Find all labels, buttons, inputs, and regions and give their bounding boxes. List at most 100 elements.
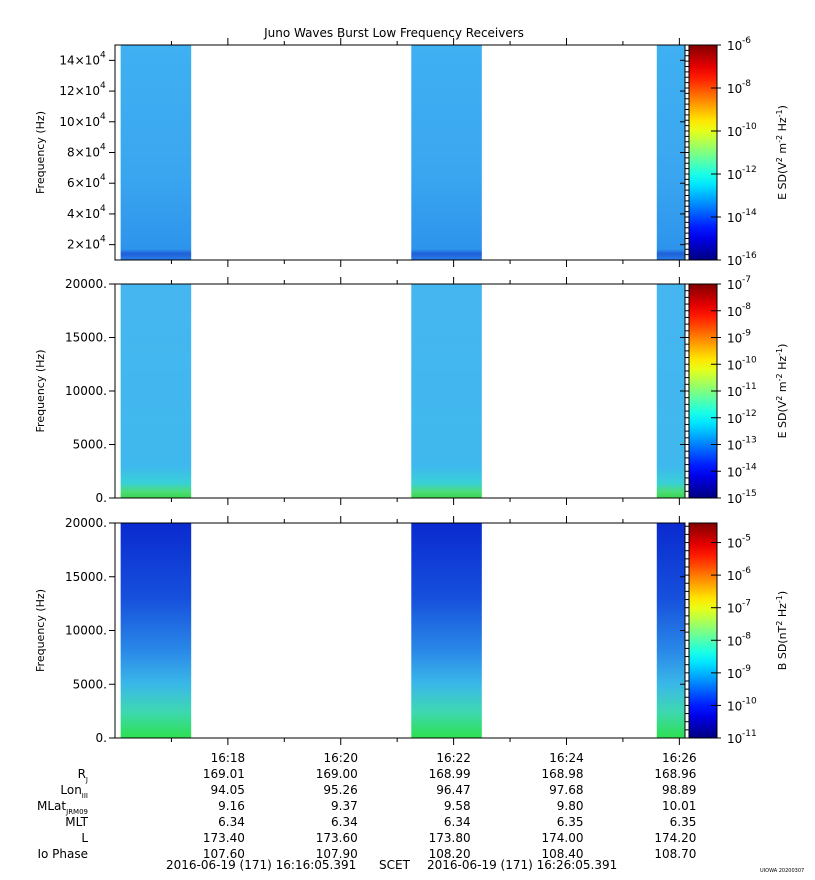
x-tick-label: 16:24 (549, 751, 584, 765)
colorbar-label-part: Hz (776, 603, 789, 621)
y-tick-label: 6×10 (67, 176, 100, 190)
ephemeris-row-label: L (81, 831, 88, 845)
colorbar-label: E SD(V2 m-2 Hz-1) (775, 105, 790, 200)
colorbar-tick-label: 10 (727, 732, 742, 746)
ephemeris-value: 169.01 (203, 767, 245, 781)
colorbar-tick-exponent: -8 (742, 79, 751, 89)
colorbar-tick-label: 10 (727, 385, 742, 399)
figure-title: Juno Waves Burst Low Frequency Receivers (263, 26, 524, 40)
colorbar-label-part: m (776, 381, 789, 395)
panels: 2×10 44×10 46×10 48×10 410×10 412×10 414×10 4Fr… (34, 36, 789, 746)
x-tick-label: 16:22 (436, 751, 471, 765)
y-tick-label: 0. (96, 731, 107, 745)
ephemeris-value: 107.60 (203, 847, 245, 861)
colorbar-tick-label: 10 (727, 211, 742, 225)
colorbar-tick-label: 10 (727, 358, 742, 372)
y-tick-label-exponent: 4 (100, 81, 106, 91)
y-tick-label-exponent: 4 (100, 204, 106, 214)
colorbar-tick-label: 10 (727, 439, 742, 453)
y-tick-label-exponent: 4 (100, 50, 106, 60)
spectrogram-segment (120, 45, 192, 260)
plot-frame (114, 283, 686, 499)
footer-end-time: 2016-06-19 (171) 16:26:05.391 (427, 858, 617, 872)
ephemeris-value: 168.98 (541, 767, 583, 781)
ephemeris-value: 94.05 (211, 783, 245, 797)
colorbar-tick-exponent: -10 (742, 122, 757, 132)
y-tick-label: 15000. (65, 331, 107, 345)
colorbar-tick-exponent: -8 (742, 631, 751, 641)
panel-upper: 2×10 44×10 46×10 48×10 410×10 412×10 414×10 4Fr… (34, 36, 789, 268)
ephemeris-value: 6.34 (331, 815, 358, 829)
y-tick-label: 12×10 (59, 84, 100, 98)
colorbar-label-part: -1 (775, 595, 784, 603)
colorbar-tick-exponent: -10 (742, 355, 757, 365)
ephemeris-value: 174.20 (654, 831, 696, 845)
colorbar-tick-exponent: -15 (742, 489, 757, 499)
colorbar-tick-label: 10 (727, 492, 742, 506)
ephemeris-value: 6.35 (670, 815, 697, 829)
colorbar-label-part: ) (776, 344, 789, 348)
ephemeris-value: 96.47 (436, 783, 470, 797)
ephemeris-value: 174.00 (541, 831, 583, 845)
plot-frame (114, 522, 686, 739)
footer-scet-label: SCET (379, 858, 411, 872)
colorbar-tick-exponent: -14 (742, 208, 757, 218)
footer-start-time: 2016-06-19 (171) 16:16:05.391 (166, 858, 356, 872)
ephemeris-value: 108.40 (541, 847, 583, 861)
ephemeris-value: 173.40 (203, 831, 245, 845)
colorbar-label: E SD(V2 m-2 Hz-1) (775, 344, 790, 439)
colorbar-tick-exponent: -9 (742, 664, 751, 674)
y-tick-label-exponent: 4 (100, 235, 106, 245)
y-tick-label: 10×10 (59, 115, 100, 129)
colorbar-tick-label: 10 (727, 168, 742, 182)
ephemeris-value: 173.80 (429, 831, 471, 845)
y-axis-label: Frequency (Hz) (34, 350, 47, 433)
colorbar-label-part: Hz (776, 117, 789, 135)
colorbar-tick-exponent: -9 (742, 329, 751, 339)
colorbar-tick-label: 10 (727, 699, 742, 713)
y-tick-label: 0. (96, 491, 107, 505)
x-tick-label: 16:18 (211, 751, 246, 765)
colorbar-tick-label: 10 (727, 125, 742, 139)
colorbar-label-part: -2 (775, 135, 784, 143)
ephemeris-value: 6.34 (444, 815, 471, 829)
colorbar (688, 522, 718, 739)
ephemeris-value: 6.34 (218, 815, 245, 829)
ephemeris-value: 173.60 (316, 831, 358, 845)
spectrogram-segment (120, 523, 192, 738)
colorbar-label: B SD(nT2 Hz-1) (775, 591, 790, 670)
ephemeris-value: 9.16 (218, 799, 245, 813)
colorbar-label-part: -1 (775, 109, 784, 117)
colorbar-tick-label: 10 (727, 39, 742, 53)
y-tick-label: 20000. (65, 277, 107, 291)
colorbar-tick-label: 10 (727, 634, 742, 648)
colorbar-label-part: B SD(nT (776, 625, 789, 670)
colorbar-tick-exponent: -11 (742, 382, 757, 392)
ephemeris-row-label: RJ (78, 767, 88, 784)
y-tick-label: 8×10 (67, 146, 100, 160)
ephemeris-value: 9.58 (444, 799, 471, 813)
colorbar-tick-exponent: -7 (742, 275, 751, 285)
y-tick-label: 2×10 (67, 238, 100, 252)
colorbar-tick-exponent: -7 (742, 599, 751, 609)
spectrogram-segment (411, 523, 482, 738)
colorbar-label-part: E SD(V (776, 162, 789, 200)
ephemeris-value: 107.90 (316, 847, 358, 861)
colorbar-tick-exponent: -14 (742, 462, 757, 472)
colorbar-tick-label: 10 (727, 569, 742, 583)
spectrogram-segment (120, 284, 192, 498)
ephemeris-table: 16:18 16:20 16:22 16:24 16:26 RJ 169.01 169.00 1… (37, 751, 697, 861)
footer-stamp: UIOWA 20200307 (760, 868, 804, 874)
ephemeris-value: 95.26 (323, 783, 357, 797)
y-tick-label-exponent: 4 (100, 143, 106, 153)
colorbar-tick-label: 10 (727, 278, 742, 292)
y-axis-label: Frequency (Hz) (34, 589, 47, 672)
panel-middle: 0. 5000. 10000. 15000. 20000. Frequency (Hz) 1… (34, 275, 789, 506)
ephemeris-row-label: Io Phase (37, 847, 88, 861)
colorbar-label-part: m (776, 143, 789, 157)
colorbar-label-part: 2 (775, 396, 784, 401)
x-tick-label: 16:26 (662, 751, 697, 765)
colorbar-tick-exponent: -6 (742, 36, 751, 46)
ephemeris-value: 168.96 (654, 767, 696, 781)
